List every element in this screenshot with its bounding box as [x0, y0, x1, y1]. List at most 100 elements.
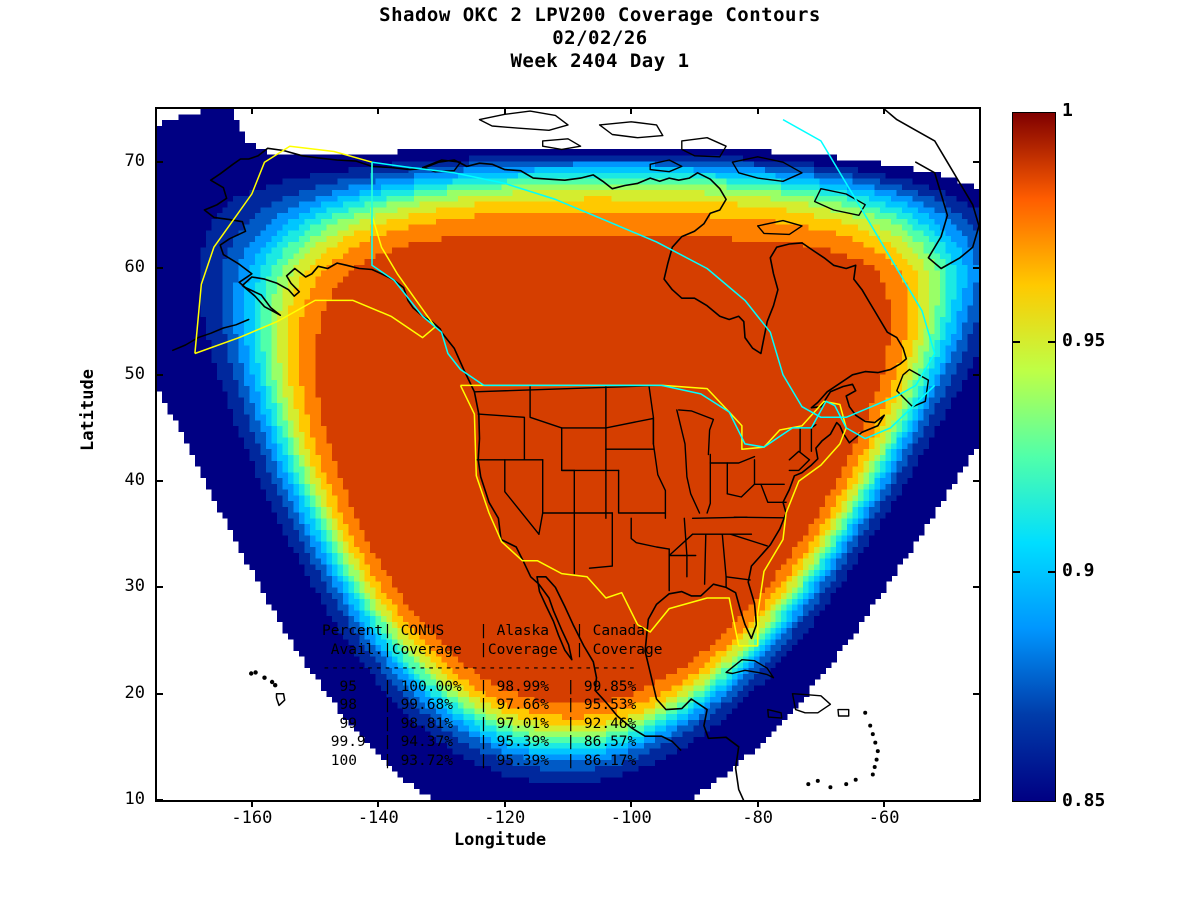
- state-boundary-17: [652, 443, 667, 519]
- island-antilles-10: [828, 785, 833, 790]
- state-boundary-33: [703, 533, 707, 585]
- y-tick-0: [155, 799, 163, 801]
- state-boundary-24: [726, 455, 756, 464]
- x-tick-1: [377, 800, 380, 807]
- x-tick-2: [503, 800, 506, 807]
- x-tick-top-3: [630, 107, 633, 114]
- state-boundary-3: [504, 459, 540, 535]
- y-tick-label-5: 60: [124, 257, 145, 278]
- coastline-pacific: [440, 331, 682, 751]
- island-6: [542, 138, 582, 151]
- island-hawaii-1: [253, 670, 258, 675]
- coastline-alaska: [203, 147, 443, 333]
- y-tick-right-5: [973, 267, 981, 270]
- island-antilles-5: [874, 757, 879, 762]
- state-boundary-35: [725, 576, 751, 581]
- coastline-north-america: [371, 159, 908, 800]
- island-antilles-6: [872, 765, 877, 769]
- state-boundary-22: [709, 462, 728, 495]
- state-boundary-11: [617, 469, 667, 514]
- island-hispaniola: [791, 693, 832, 714]
- island-antilles-3: [873, 740, 878, 745]
- stats-header-row-1: Percent| CONUS | Alaska | Canada: [322, 623, 646, 639]
- x-tick-label-5: -60: [868, 808, 900, 828]
- y-tick-right-1: [973, 692, 981, 695]
- island-hawaii-big: [275, 692, 286, 707]
- coastline-aleutians: [172, 318, 250, 352]
- y-tick-5: [155, 267, 163, 270]
- state-boundary-20: [678, 409, 715, 456]
- stats-data-row-4: 100 | 93.72% | 95.39% | 86.17%: [322, 752, 637, 769]
- x-axis-label: Longitude: [453, 830, 547, 850]
- island-antilles-4: [875, 749, 880, 754]
- state-boundary-5: [538, 512, 544, 535]
- island-antilles-2: [870, 732, 875, 737]
- chart-title: Shadow OKC 2 LPV200 Coverage Contours 02…: [0, 4, 1200, 73]
- y-tick-right-6: [973, 161, 981, 164]
- x-tick-3: [630, 800, 633, 807]
- state-boundary-25: [726, 459, 756, 498]
- state-boundary-7: [529, 384, 607, 429]
- colorbar-tick-left-2: [1012, 571, 1020, 573]
- colorbar-label-1: 0.95: [1062, 330, 1106, 351]
- colorbar-tick-right-1: [1048, 341, 1056, 343]
- island-4: [813, 188, 866, 216]
- map-plot-area: Percent| CONUS | Alaska | Canada Avail.|…: [155, 107, 981, 802]
- x-tick-label-3: -100: [610, 808, 652, 828]
- service-volume-alaska: [194, 145, 436, 355]
- y-tick-4: [155, 373, 163, 376]
- state-boundary-32: [691, 516, 748, 519]
- y-tick-3: [155, 480, 163, 483]
- coverage-stats-table: Percent| CONUS | Alaska | Canada Avail.|…: [322, 622, 662, 770]
- y-tick-right-4: [973, 373, 981, 376]
- island-puerto-rico: [837, 708, 850, 717]
- island-antilles-0: [863, 710, 868, 715]
- state-boundary-27: [760, 483, 787, 503]
- x-tick-0: [250, 800, 253, 807]
- island-antilles-8: [853, 777, 858, 782]
- state-boundary-14: [630, 517, 670, 550]
- state-boundary-29: [729, 533, 768, 547]
- island-antilles-9: [844, 782, 849, 787]
- service-volume-canada: [371, 118, 936, 419]
- island-3: [731, 156, 803, 182]
- y-tick-label-6: 70: [124, 151, 145, 172]
- x-tick-label-4: -80: [742, 808, 774, 828]
- state-boundary-19: [648, 384, 655, 418]
- island-antilles-1: [868, 723, 873, 728]
- y-tick-right-2: [973, 586, 981, 589]
- title-line-1: Shadow OKC 2 LPV200 Coverage Contours: [379, 4, 821, 26]
- service-volume-layer: [194, 118, 936, 647]
- stats-data-row-2: 99 | 98.81% | 97.01% | 92.46%: [322, 715, 637, 732]
- state-boundary-21: [676, 409, 701, 514]
- island-jamaica: [767, 708, 783, 719]
- service-volume-canada-south: [483, 384, 936, 448]
- y-tick-right-0: [973, 799, 981, 801]
- colorbar-label-0: 1: [1062, 100, 1073, 121]
- y-tick-label-2: 30: [124, 576, 145, 597]
- y-tick-6: [155, 161, 163, 164]
- colorbar-gradient: [1013, 113, 1055, 801]
- island-7: [649, 159, 683, 173]
- island-hawaii-0: [249, 671, 254, 676]
- x-tick-top-5: [883, 107, 886, 114]
- x-tick-5: [883, 800, 886, 807]
- title-line-3: Week 2404 Day 1: [510, 50, 690, 72]
- island-1: [598, 121, 664, 139]
- island-antilles-11: [815, 778, 820, 783]
- island-hawaii-4: [273, 683, 278, 688]
- state-boundary-23: [706, 453, 711, 514]
- x-tick-top-0: [250, 107, 253, 114]
- state-boundary-40: [788, 450, 811, 472]
- island-hawaii-2: [262, 675, 267, 680]
- island-hawaii-3: [269, 679, 275, 685]
- stats-data-row-0: 95 | 100.00% | 98.99% | 99.85%: [322, 678, 637, 695]
- colorbar-label-3: 0.85: [1062, 790, 1106, 811]
- x-tick-top-2: [503, 107, 506, 114]
- title-line-2: 02/02/26: [552, 27, 648, 49]
- colorbar-tick-right-2: [1048, 571, 1056, 573]
- x-tick-label-0: -160: [231, 808, 273, 828]
- coverage-contour-map: [157, 109, 979, 800]
- colorbar-label-2: 0.9: [1062, 560, 1095, 581]
- stats-header-row-2: Avail.|Coverage |Coverage | Coverage: [322, 641, 663, 658]
